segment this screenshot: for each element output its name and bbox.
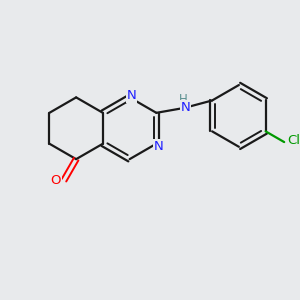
- Text: Cl: Cl: [288, 134, 300, 147]
- Text: N: N: [127, 89, 136, 102]
- Text: H: H: [179, 93, 188, 106]
- Text: O: O: [51, 174, 61, 187]
- Text: N: N: [154, 140, 163, 153]
- Text: N: N: [181, 101, 191, 114]
